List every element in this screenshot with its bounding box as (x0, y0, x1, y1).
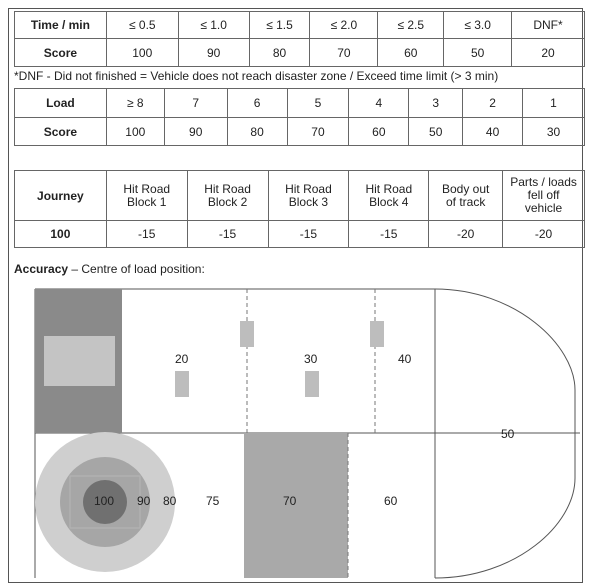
accuracy-heading: Accuracy – Centre of load position: (14, 262, 205, 276)
accuracy-heading-bold: Accuracy (14, 262, 69, 276)
penalty-label: Hit Road Block 1 (105, 170, 188, 221)
zone-label-20: 20 (175, 352, 189, 366)
score-header: Score (14, 117, 107, 146)
penalty-value: -15 (186, 220, 269, 248)
accuracy-heading-rest: – Centre of load position: (68, 262, 205, 276)
time-cell: DNF* (511, 11, 585, 39)
zone-label-80: 80 (163, 494, 177, 508)
penalty-value: -15 (105, 220, 188, 248)
zone-70-block (244, 433, 348, 578)
penalty-label: Parts / loads fell off vehicle (502, 170, 585, 221)
penalty-value: -15 (348, 220, 430, 248)
score-cell: 100 (105, 38, 179, 67)
score-cell: 30 (522, 117, 585, 146)
load-cell: 4 (348, 88, 410, 118)
page-frame (8, 8, 583, 583)
load-cell: 3 (408, 88, 464, 118)
score-cell: 80 (226, 117, 288, 146)
zone-50-arc (434, 288, 576, 579)
score-cell: 100 (105, 117, 165, 146)
score-cell: 60 (377, 38, 445, 67)
score-cell: 50 (408, 117, 464, 146)
dnf-note: *DNF - Did not finished = Vehicle does n… (14, 69, 499, 83)
zone-label-40: 40 (398, 352, 412, 366)
score-cell: 40 (462, 117, 524, 146)
zone-label-90: 90 (137, 494, 151, 508)
zone-label-30: 30 (304, 352, 318, 366)
score-cell: 50 (443, 38, 513, 67)
marker (175, 371, 189, 397)
load-cell: 1 (522, 88, 585, 118)
score-cell: 90 (163, 117, 228, 146)
load-score-table: Load ≥ 8 7 6 5 4 3 2 1 Score 100 90 80 7… (14, 88, 585, 146)
marker (370, 321, 384, 347)
load-header: Load (14, 88, 107, 118)
score-cell: 80 (248, 38, 311, 67)
journey-base-score: 100 (14, 220, 107, 248)
penalty-value: -20 (502, 220, 585, 248)
score-cell: 90 (177, 38, 250, 67)
score-header: Score (14, 38, 107, 67)
journey-header: Journey (14, 170, 107, 221)
journey-score-table: Journey Hit Road Block 1 Hit Road Block … (14, 170, 585, 248)
penalty-value: -20 (428, 220, 504, 248)
load-cell: ≥ 8 (105, 88, 165, 118)
zone-label-75: 75 (206, 494, 220, 508)
zone-label-60: 60 (384, 494, 398, 508)
zone-label-50: 50 (501, 427, 515, 441)
zone-label-100: 100 (94, 494, 115, 508)
penalty-label: Hit Road Block 4 (348, 170, 430, 221)
zone-label-70: 70 (283, 494, 297, 508)
vehicle-shape (44, 336, 115, 386)
penalty-label: Hit Road Block 2 (186, 170, 269, 221)
load-cell: 6 (226, 88, 288, 118)
marker (305, 371, 319, 397)
score-cell: 70 (309, 38, 379, 67)
penalty-label: Body out of track (428, 170, 504, 221)
score-cell: 70 (286, 117, 350, 146)
time-cell: ≤ 0.5 (105, 11, 179, 39)
marker (240, 321, 254, 347)
time-score-table: Time / min ≤ 0.5 ≤ 1.0 ≤ 1.5 ≤ 2.0 ≤ 2.5… (14, 11, 585, 67)
target-bullseye (83, 480, 127, 524)
target-square (69, 475, 141, 529)
score-cell: 20 (511, 38, 585, 67)
penalty-label: Hit Road Block 3 (267, 170, 350, 221)
